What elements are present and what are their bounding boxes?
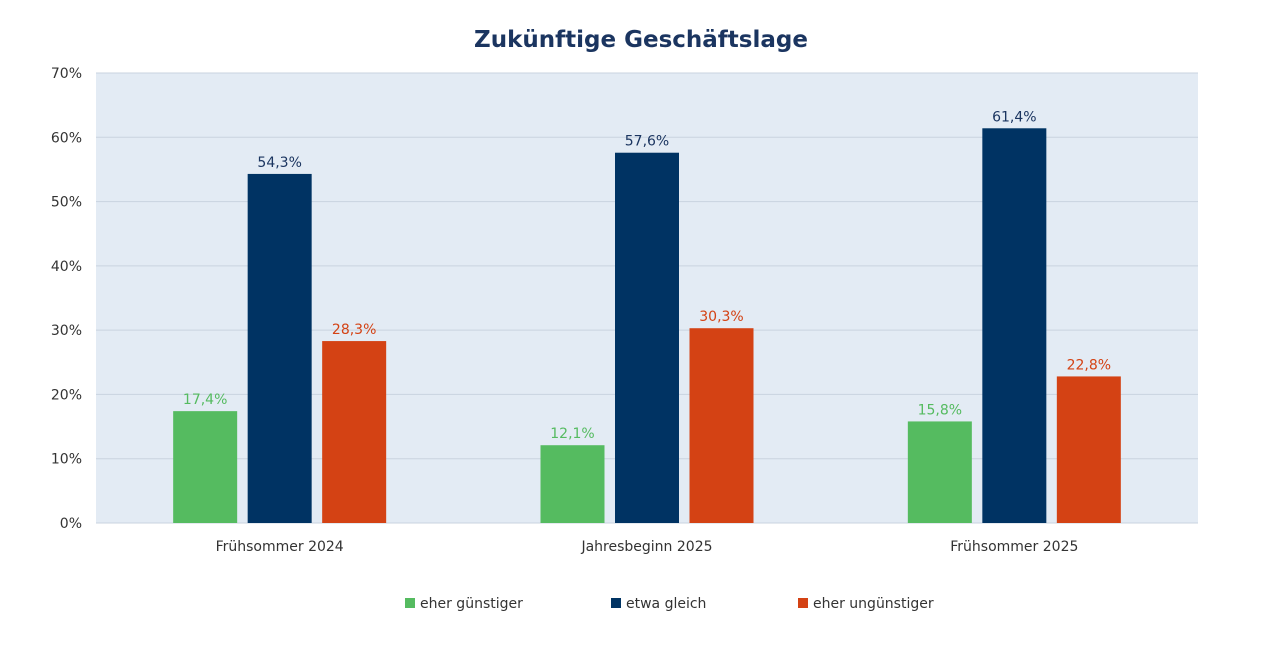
chart-title: Zukünftige Geschäftslage — [474, 27, 808, 53]
legend: eher günstiger etwa gleich eher ungünstige… — [405, 596, 934, 612]
bar — [322, 341, 387, 523]
y-axis: 0% 10% 20% 30% 40% 50% 60% 70% — [51, 66, 82, 532]
legend-swatch — [405, 598, 415, 608]
y-tick-label: 60% — [51, 130, 82, 146]
legend-label: eher günstiger — [420, 596, 523, 612]
x-axis: Frühsommer 2024 Jahresbeginn 2025 Frühsomm… — [216, 539, 1079, 555]
data-label: 12,1% — [550, 426, 594, 442]
x-tick-label: Frühsommer 2024 — [216, 539, 344, 555]
bar — [1056, 376, 1121, 523]
legend-swatch — [611, 598, 621, 608]
data-label: 30,3% — [699, 309, 743, 325]
x-tick-label: Frühsommer 2025 — [950, 539, 1078, 555]
legend-item: etwa gleich — [611, 596, 706, 612]
data-label: 17,4% — [183, 392, 227, 408]
data-label: 61,4% — [992, 109, 1036, 125]
data-label: 15,8% — [918, 402, 962, 418]
y-tick-label: 30% — [51, 323, 82, 339]
legend-item: eher günstiger — [405, 596, 523, 612]
bar — [247, 173, 312, 523]
legend-label: eher ungünstiger — [813, 596, 934, 612]
y-tick-label: 40% — [51, 259, 82, 275]
legend-item: eher ungünstiger — [798, 596, 934, 612]
x-tick-label: Jahresbeginn 2025 — [580, 539, 712, 555]
data-labels: 17,4% 54,3% 28,3% 12,1% 57,6% 30,3% 15,8% 61,4%… — [183, 109, 1111, 442]
legend-label: etwa gleich — [626, 596, 706, 612]
y-tick-label: 10% — [51, 452, 82, 468]
y-tick-label: 20% — [51, 387, 82, 403]
data-label: 54,3% — [257, 155, 301, 171]
data-label: 22,8% — [1067, 357, 1111, 373]
bar — [173, 411, 238, 523]
y-tick-label: 70% — [51, 66, 82, 82]
bar — [689, 328, 754, 523]
data-label: 28,3% — [332, 322, 376, 338]
bar — [540, 445, 605, 523]
y-tick-label: 50% — [51, 195, 82, 211]
bar — [982, 128, 1047, 524]
bar — [615, 152, 679, 523]
data-label: 57,6% — [625, 134, 669, 150]
bar — [907, 421, 972, 523]
y-tick-label: 0% — [60, 516, 82, 532]
legend-swatch — [798, 598, 808, 608]
bars — [173, 128, 1121, 524]
